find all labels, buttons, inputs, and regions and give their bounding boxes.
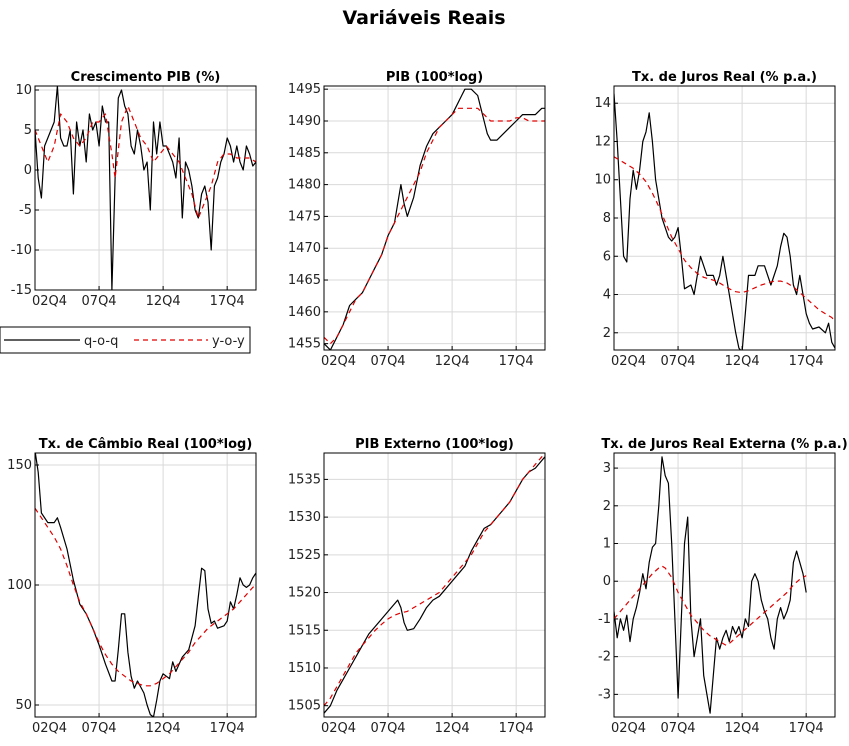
panel-title: Tx. de Juros Real Externa (% p.a.) [601, 437, 847, 452]
plot-area [35, 86, 256, 290]
chart-panel: 02Q4 07Q4 12Q4 17Q4 -15 -10 -5 0 5 10 Crescimento … [11, 70, 257, 309]
y-tick-label: 10 [594, 173, 611, 188]
series-line-y-o-y [35, 507, 256, 687]
chart-panel: 02Q4 07Q4 12Q4 17Q4 50 100 150 Tx. de Câmbio Re… [7, 437, 257, 736]
x-tick-label: 07Q4 [371, 354, 406, 369]
y-tick-label: 1505 [288, 699, 321, 714]
x-tick-label: 17Q4 [210, 721, 245, 736]
y-tick-label: -10 [11, 243, 32, 258]
x-tick-label: 02Q4 [611, 354, 646, 369]
series-line-y-o-y [324, 107, 545, 345]
y-tick-label: 4 [603, 288, 611, 303]
plot-area [324, 86, 545, 350]
series-line-y-o-y [35, 105, 256, 219]
x-tick-label: 07Q4 [661, 721, 696, 736]
x-tick-label: 12Q4 [435, 721, 470, 736]
x-tick-label: 17Q4 [499, 721, 534, 736]
chart-panel: 02Q4 07Q4 12Q4 17Q4 2 4 6 8 10 12 14 Tx. de Juros R… [594, 70, 836, 369]
y-tick-label: 1475 [288, 209, 321, 224]
y-tick-label: 12 [594, 134, 611, 149]
x-tick-label: 07Q4 [371, 721, 406, 736]
panel-title: Tx. de Juros Real (% p.a.) [632, 70, 817, 85]
y-tick-label: 1490 [288, 114, 321, 129]
y-tick-label: 1495 [288, 82, 321, 97]
y-tick-label: 100 [7, 578, 32, 593]
legend-label-y-o-y: y-o-y [212, 334, 245, 349]
axes-frame [323, 85, 546, 351]
y-tick-label: 150 [7, 458, 32, 473]
x-tick-label: 02Q4 [32, 721, 67, 736]
y-tick-label: -5 [19, 203, 32, 218]
x-tick-label: 02Q4 [32, 294, 67, 309]
y-tick-label: -15 [11, 283, 32, 298]
x-tick-label: 17Q4 [789, 354, 824, 369]
y-tick-label: 1520 [288, 586, 321, 601]
y-tick-label: 1470 [288, 241, 321, 256]
y-tick-label: 1460 [288, 305, 321, 320]
y-tick-label: 2 [603, 499, 611, 514]
x-tick-label: 12Q4 [146, 294, 181, 309]
y-tick-label: -3 [598, 687, 611, 702]
y-tick-label: 1455 [288, 337, 321, 352]
axes-frame [323, 452, 546, 718]
x-tick-label: 02Q4 [321, 354, 356, 369]
y-tick-label: 1530 [288, 510, 321, 525]
y-tick-label: 0 [24, 163, 32, 178]
y-tick-label: 8 [603, 211, 611, 226]
x-tick-label: 17Q4 [789, 721, 824, 736]
x-tick-label: 17Q4 [499, 354, 534, 369]
series-line-y-o-y [324, 453, 545, 707]
legend-label-q-o-q: q-o-q [84, 334, 118, 349]
axes-frame [34, 85, 257, 291]
y-tick-label: -1 [598, 612, 611, 627]
plot-area [614, 453, 835, 717]
x-tick-label: 07Q4 [82, 294, 117, 309]
series-line-q-o-q [614, 93, 835, 350]
chart-panel: 02Q4 07Q4 12Q4 17Q4 1505 1510 1515 1520 1525 1530… [288, 437, 546, 736]
y-tick-label: 1525 [288, 548, 321, 563]
x-tick-label: 12Q4 [725, 721, 760, 736]
y-tick-label: 6 [603, 249, 611, 264]
x-tick-label: 17Q4 [210, 294, 245, 309]
y-tick-label: 1465 [288, 273, 321, 288]
series-line-q-o-q [35, 86, 256, 290]
panel-title: Crescimento PIB (%) [71, 70, 221, 85]
y-tick-label: 50 [15, 698, 32, 713]
y-tick-label: 1535 [288, 472, 321, 487]
y-tick-label: 10 [15, 83, 32, 98]
y-tick-label: 0 [603, 574, 611, 589]
panel-title: Tx. de Câmbio Real (100*log) [39, 437, 253, 452]
series-line-y-o-y [614, 565, 807, 646]
chart-panels: 02Q4 07Q4 12Q4 17Q4-15-10-50510Crescimento … [7, 70, 847, 736]
panel-title: PIB Externo (100*log) [355, 437, 514, 452]
x-tick-label: 12Q4 [725, 354, 760, 369]
plot-area [324, 453, 545, 717]
chart-panel: 02Q4 07Q4 12Q4 17Q4 -3 -2 -1 0 1 2 3 Tx. de Juros R… [598, 437, 848, 736]
y-tick-label: 5 [24, 123, 32, 138]
x-tick-label: 07Q4 [661, 354, 696, 369]
y-tick-label: 2 [603, 326, 611, 341]
y-tick-label: -2 [598, 650, 611, 665]
y-tick-label: 3 [603, 461, 611, 476]
x-tick-label: 12Q4 [435, 354, 470, 369]
y-tick-label: 1485 [288, 146, 321, 161]
axes-frame [613, 452, 836, 718]
y-tick-label: 14 [594, 96, 611, 111]
x-tick-label: 02Q4 [611, 721, 646, 736]
y-tick-label: 1480 [288, 178, 321, 193]
y-tick-label: 1515 [288, 623, 321, 638]
x-tick-label: 12Q4 [146, 721, 181, 736]
y-tick-label: 1510 [288, 661, 321, 676]
x-tick-label: 02Q4 [321, 721, 356, 736]
x-tick-label: 07Q4 [82, 721, 117, 736]
y-tick-label: 1 [603, 537, 611, 552]
figure-title: Variáveis Reais [342, 7, 505, 29]
chart-panel: 02Q4 07Q4 12Q4 17Q4 1455 1460 1465 1470 1475 1480… [288, 70, 546, 369]
panel-title: PIB (100*log) [386, 70, 483, 85]
legend: q-o-q y-o-y [0, 326, 251, 354]
series-line-q-o-q [614, 456, 807, 714]
